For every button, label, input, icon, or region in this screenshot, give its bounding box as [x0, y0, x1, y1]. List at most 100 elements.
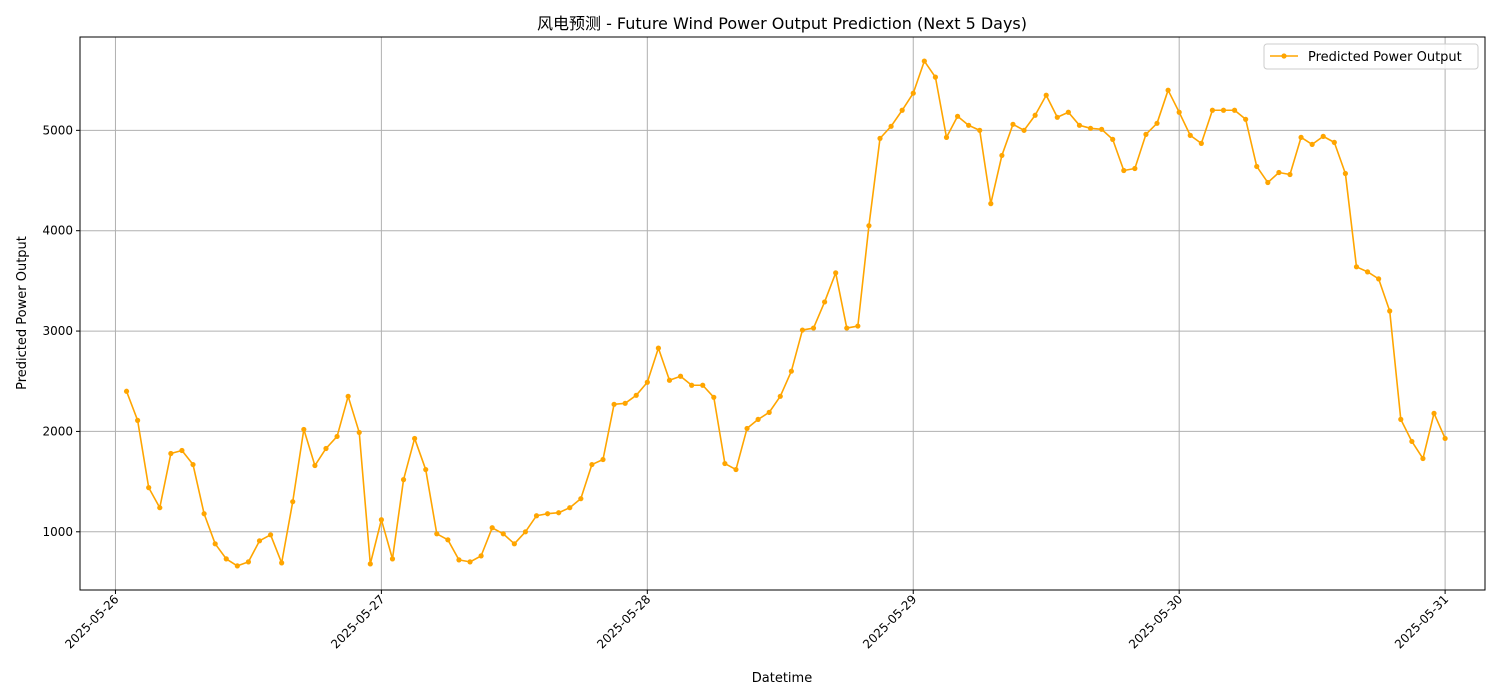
data-point — [212, 541, 218, 547]
data-point — [467, 559, 473, 565]
data-point — [777, 393, 783, 399]
data-point — [1076, 122, 1083, 128]
data-point — [334, 433, 340, 440]
data-point — [1165, 87, 1171, 93]
data-point — [644, 379, 650, 385]
data-point — [788, 368, 794, 374]
data-point — [1143, 131, 1149, 137]
data-point — [1220, 107, 1227, 113]
data-point — [921, 58, 927, 64]
data-point — [833, 270, 839, 276]
data-point — [389, 556, 396, 562]
data-point — [478, 553, 484, 559]
data-point — [1121, 167, 1127, 174]
data-point — [1254, 163, 1260, 170]
y-tick-label: 5000 — [42, 123, 73, 137]
data-point — [1331, 139, 1337, 145]
data-point — [544, 511, 551, 517]
data-point — [190, 461, 196, 468]
data-point — [700, 382, 706, 388]
data-point — [423, 466, 429, 473]
data-point — [677, 373, 684, 379]
legend-marker-swatch — [1281, 53, 1287, 59]
data-point — [511, 541, 517, 547]
data-point — [522, 529, 529, 535]
data-point — [666, 377, 673, 383]
data-point — [766, 409, 772, 415]
data-point — [600, 456, 606, 463]
series-layer — [123, 58, 1448, 569]
data-point — [1209, 107, 1216, 113]
data-point — [589, 461, 595, 468]
data-point — [1187, 132, 1193, 138]
data-point — [1309, 141, 1315, 147]
data-point — [1353, 264, 1360, 270]
data-point — [711, 394, 717, 400]
data-point — [899, 107, 905, 113]
legend: Predicted Power Output — [1263, 43, 1479, 70]
plot-frame — [79, 36, 1486, 591]
data-point — [744, 425, 750, 432]
data-point — [533, 513, 540, 519]
data-point — [1032, 112, 1038, 118]
y-tick-label: 1000 — [42, 525, 73, 539]
data-point — [622, 400, 628, 406]
data-point — [1043, 92, 1049, 98]
data-point — [1010, 121, 1016, 127]
data-point — [400, 477, 407, 483]
data-point — [888, 123, 894, 129]
data-point — [1021, 127, 1027, 133]
data-point — [910, 90, 916, 96]
data-point — [123, 388, 130, 394]
data-point — [1176, 109, 1182, 115]
data-point — [810, 325, 817, 331]
data-point — [256, 538, 263, 544]
data-point — [999, 152, 1005, 159]
data-point — [655, 345, 662, 351]
data-point — [245, 559, 252, 565]
data-point — [977, 127, 983, 133]
chart-title: 风电预测 - Future Wind Power Output Predicti… — [537, 14, 1027, 33]
data-point — [201, 511, 207, 517]
data-point — [356, 429, 362, 436]
legend-label: Predicted Power Output — [1308, 50, 1462, 65]
data-point — [1398, 416, 1404, 422]
data-point — [312, 462, 318, 469]
data-point — [1409, 438, 1415, 445]
data-point — [1442, 435, 1448, 442]
data-point — [1265, 179, 1271, 186]
data-point — [1387, 308, 1393, 314]
data-point — [279, 560, 285, 566]
data-point — [1231, 107, 1238, 113]
data-point — [1110, 136, 1116, 142]
legend-box — [1263, 43, 1479, 70]
data-point — [966, 122, 972, 128]
data-point — [733, 466, 739, 473]
data-point — [412, 435, 418, 442]
grid — [80, 37, 1485, 590]
data-point — [799, 327, 806, 333]
data-point — [1342, 170, 1348, 177]
data-point — [1431, 410, 1437, 416]
data-point — [157, 505, 163, 511]
data-point — [445, 537, 451, 543]
data-point — [1087, 125, 1094, 131]
data-point — [1298, 134, 1304, 140]
data-point — [844, 325, 850, 331]
data-point — [556, 510, 562, 516]
data-point — [179, 447, 185, 454]
data-point — [1364, 269, 1371, 275]
data-point — [1420, 455, 1426, 462]
y-tick-label: 3000 — [42, 324, 73, 338]
data-point — [689, 382, 695, 388]
data-point — [1198, 140, 1204, 146]
data-point — [135, 417, 141, 423]
data-point — [223, 556, 229, 562]
data-point — [954, 113, 961, 119]
data-point — [1320, 133, 1326, 139]
data-point — [168, 450, 174, 457]
data-point — [1099, 126, 1105, 132]
data-point — [1154, 120, 1160, 126]
